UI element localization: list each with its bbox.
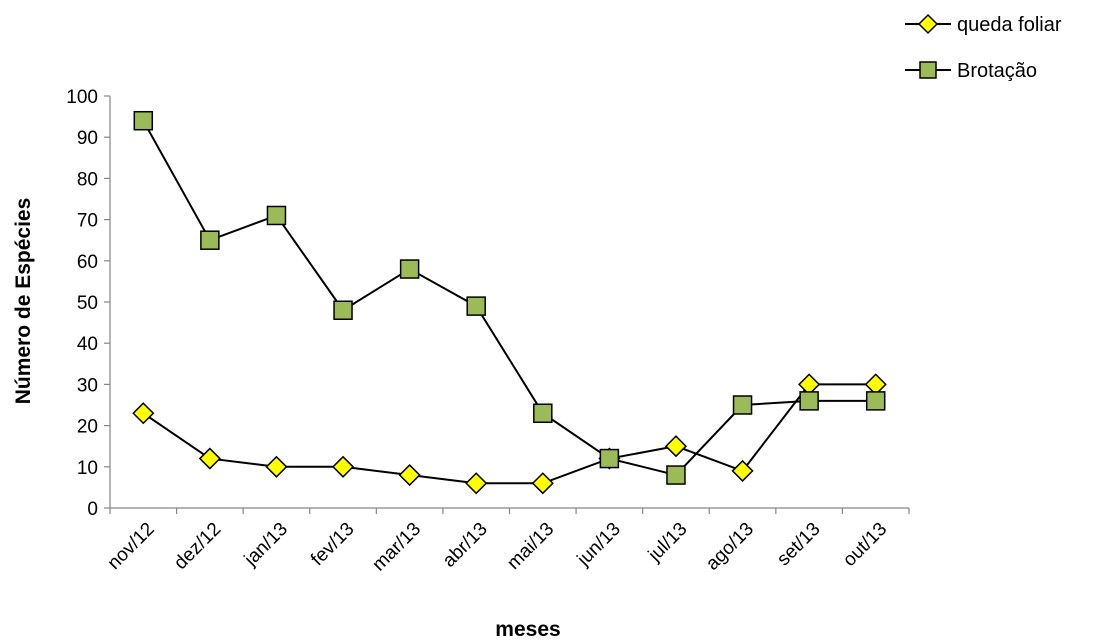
x-tick-label: jul/13 — [644, 519, 692, 567]
x-tick-label: mar/13 — [368, 519, 425, 576]
data-point — [333, 300, 353, 320]
data-point — [664, 435, 688, 458]
y-tick-label: 80 — [77, 169, 98, 190]
legend-label-brotacao: Brotação — [957, 60, 1037, 82]
series-line-queda-foliar — [142, 383, 876, 485]
legend-item-brotacao: Brotação — [905, 60, 1037, 82]
series-line-brotacao — [142, 120, 876, 477]
x-tick-label: abr/13 — [439, 519, 492, 572]
y-tick-label: 50 — [77, 293, 98, 314]
y-tick-label: 10 — [77, 458, 98, 479]
data-point — [200, 230, 220, 250]
y-tick-label: 20 — [77, 417, 98, 438]
x-tick-label: ago/13 — [702, 519, 758, 575]
x-tick-label: jun/13 — [573, 519, 625, 571]
y-tick-label: 90 — [77, 128, 98, 149]
data-point — [865, 391, 886, 411]
data-point — [398, 463, 421, 487]
x-tick-label: mai/13 — [503, 519, 558, 574]
x-tick-label: jan/13 — [240, 519, 292, 571]
y-tick-label: 70 — [77, 211, 98, 232]
data-point — [466, 296, 486, 316]
data-point — [399, 259, 420, 279]
x-tick-label: out/13 — [839, 519, 891, 571]
y-tick-label: 60 — [77, 252, 98, 273]
data-point — [533, 403, 553, 423]
data-point — [266, 205, 287, 226]
data-point — [731, 459, 754, 482]
data-point — [331, 455, 355, 478]
legend-label-queda-foliar: queda foliar — [957, 14, 1062, 36]
legend-item-queda-foliar: queda foliar — [905, 13, 1062, 36]
series-queda-foliar — [132, 373, 887, 495]
x-axis-ticks: nov/12 dez/12 jan/13 fev/13 mar/13 abr/13 mai/… — [104, 508, 910, 576]
legend-marker-queda-foliar — [917, 13, 939, 35]
x-tick-label: set/13 — [773, 519, 824, 570]
series-brotacao — [133, 110, 886, 485]
data-point — [666, 465, 686, 485]
series-layer — [132, 110, 887, 495]
data-point — [531, 472, 554, 495]
x-axis-title: meses — [495, 618, 560, 641]
legend-marker-brotacao — [919, 61, 937, 79]
x-tick-label: nov/12 — [104, 519, 159, 574]
data-point — [132, 402, 155, 425]
y-tick-label: 100 — [66, 87, 98, 108]
y-axis-ticks: 0 10 20 30 40 50 60 70 80 90 100 — [66, 87, 110, 520]
y-axis-title: Número de Espécies — [12, 198, 35, 405]
data-point — [799, 391, 819, 411]
data-point — [599, 448, 620, 469]
axes — [109, 96, 909, 509]
y-tick-label: 40 — [77, 334, 98, 355]
x-tick-label: fev/13 — [307, 519, 358, 570]
y-tick-label: 0 — [87, 499, 98, 520]
legend: queda foliar Brotação — [905, 13, 1062, 82]
data-point — [133, 110, 154, 131]
data-point — [265, 455, 288, 478]
x-tick-label: dez/12 — [170, 519, 225, 574]
data-point — [732, 395, 753, 415]
data-point — [198, 447, 221, 470]
data-point — [465, 472, 488, 495]
y-tick-label: 30 — [77, 375, 98, 396]
